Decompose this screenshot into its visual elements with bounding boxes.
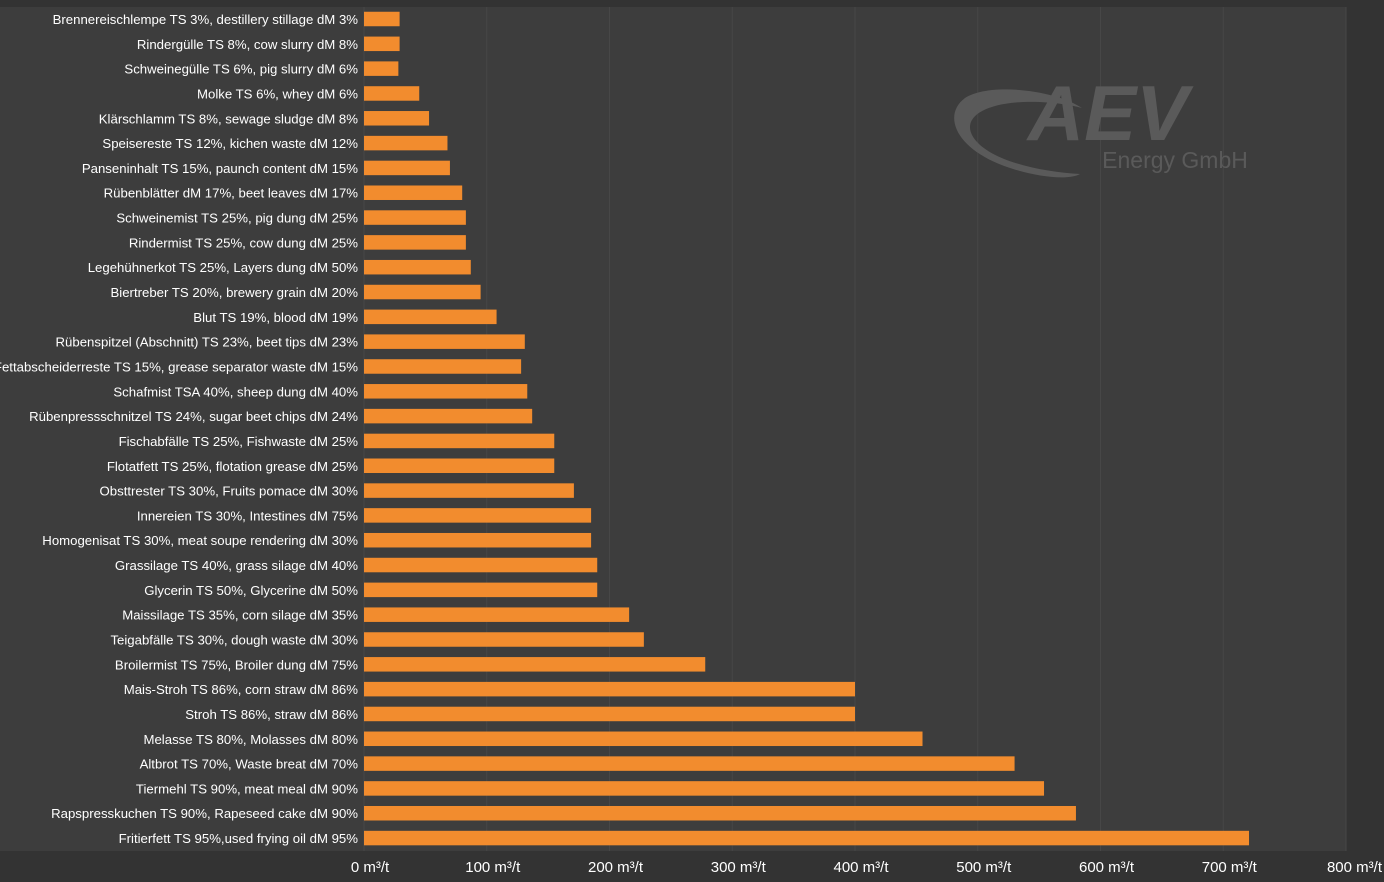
logo-subtext: Energy GmbH [1102, 147, 1248, 173]
category-label: Rapspresskuchen TS 90%, Rapeseed cake dM… [51, 806, 358, 821]
category-label: Obsttrester TS 30%, Fruits pomace dM 30% [100, 484, 359, 499]
logo-text: AEV [1026, 69, 1194, 157]
bar [364, 607, 630, 622]
bar [364, 408, 533, 424]
bar [364, 532, 592, 548]
category-label: Melasse TS 80%, Molasses dM 80% [143, 732, 358, 747]
category-label: Molke TS 6%, whey dM 6% [197, 86, 358, 101]
category-label: Fritierfett TS 95%,used frying oil dM 95… [119, 831, 359, 846]
bar [364, 284, 481, 300]
category-label: Maissilage TS 35%, corn silage dM 35% [122, 608, 358, 623]
bars [364, 11, 1250, 846]
category-label: Glycerin TS 50%, Glycerine dM 50% [144, 583, 358, 598]
category-label: Rübenpressschnitzel TS 24%, sugar beet c… [29, 409, 358, 424]
category-label: Tiermehl TS 90%, meat meal dM 90% [136, 781, 358, 796]
x-tick-label: 400 m³/t [833, 859, 889, 876]
category-label: Schweinegülle TS 6%, pig slurry dM 6% [124, 62, 358, 77]
x-tick-label: 500 m³/t [956, 859, 1012, 876]
logo: AEV Energy GmbH [954, 69, 1248, 178]
bar [364, 433, 555, 449]
bar [364, 756, 1015, 771]
category-label: Schafmist TSA 40%, sheep dung dM 40% [113, 384, 358, 399]
category-label: Innereien TS 30%, Intestines dM 75% [137, 508, 358, 523]
bar [364, 384, 528, 399]
bar [364, 731, 923, 747]
category-label: Rindermist TS 25%, cow dung dM 25% [129, 235, 358, 250]
x-tick-label: 0 m³/t [351, 859, 390, 876]
bar [364, 458, 555, 474]
bar [364, 259, 471, 275]
bar [364, 185, 463, 200]
bar [364, 557, 598, 573]
bar [364, 483, 574, 498]
x-tick-label: 200 m³/t [588, 859, 644, 876]
bar [364, 61, 399, 76]
category-labels: Brennereischlempe TS 3%, destillery stil… [0, 12, 358, 846]
category-label: Altbrot TS 70%, Waste breat dM 70% [140, 757, 359, 772]
category-label: Grassilage TS 40%, grass silage dM 40% [115, 558, 358, 573]
bar [364, 830, 1250, 846]
x-tick-label: 300 m³/t [711, 859, 767, 876]
bar [364, 334, 525, 349]
bar [364, 508, 592, 523]
category-label: Klärschlamm TS 8%, sewage sludge dM 8% [99, 111, 358, 126]
bar [364, 135, 448, 151]
x-axis-tick-labels: 0 m³/t 100 m³/t 200 m³/t 300 m³/t 400 m³/t 50… [351, 859, 1383, 876]
bar [364, 359, 522, 374]
logo-swoosh-icon [954, 89, 1082, 178]
bar [364, 36, 400, 52]
bar [364, 235, 466, 250]
bar [364, 11, 400, 27]
bar [364, 111, 430, 126]
category-label: Flotatfett TS 25%, flotation grease dM 2… [107, 459, 358, 474]
bar [364, 805, 1076, 821]
bar [364, 86, 420, 101]
category-label: Rübenspitzel (Abschnitt) TS 23%, beet ti… [56, 335, 359, 350]
x-tick-label: 600 m³/t [1079, 859, 1135, 876]
category-label: Legehühnerkot TS 25%, Layers dung dM 50% [88, 260, 359, 275]
bar [364, 160, 450, 176]
category-label: Fischabfälle TS 25%, Fishwaste dM 25% [119, 434, 359, 449]
category-label: Biertreber TS 20%, brewery grain dM 20% [111, 285, 359, 300]
bar [364, 582, 598, 598]
bar [364, 632, 644, 647]
x-tick-label: 700 m³/t [1202, 859, 1258, 876]
category-label: Stroh TS 86%, straw dM 86% [185, 707, 358, 722]
bar [364, 706, 855, 722]
bar [364, 681, 855, 697]
category-label: Mais-Stroh TS 86%, corn straw dM 86% [124, 682, 359, 697]
category-label: Homogenisat TS 30%, meat soupe rendering… [42, 533, 358, 548]
category-label: Fettabscheiderreste TS 15%, grease separ… [0, 359, 358, 374]
bar [364, 309, 497, 325]
category-label: Blut TS 19%, blood dM 19% [193, 310, 358, 325]
bar [364, 781, 1045, 796]
category-label: Rübenblätter dM 17%, beet leaves dM 17% [104, 186, 359, 201]
category-label: Speisereste TS 12%, kichen waste dM 12% [102, 136, 358, 151]
x-tick-label: 100 m³/t [465, 859, 521, 876]
category-label: Schweinemist TS 25%, pig dung dM 25% [116, 211, 358, 226]
category-label: Broilermist TS 75%, Broiler dung dM 75% [115, 657, 358, 672]
category-label: Rindergülle TS 8%, cow slurry dM 8% [137, 37, 358, 52]
x-tick-label: 800 m³/t [1327, 859, 1383, 876]
category-label: Teigabfälle TS 30%, dough waste dM 30% [110, 633, 358, 648]
bar [364, 657, 706, 672]
bar [364, 210, 466, 225]
category-label: Panseninhalt TS 15%, paunch content dM 1… [82, 161, 358, 176]
category-label: Brennereischlempe TS 3%, destillery stil… [53, 12, 359, 27]
